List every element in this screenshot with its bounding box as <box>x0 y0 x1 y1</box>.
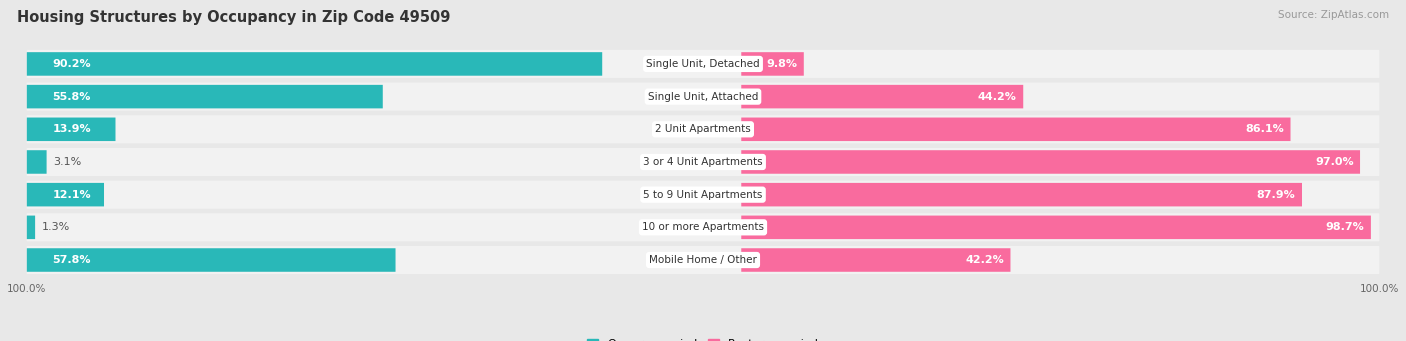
Text: 86.1%: 86.1% <box>1246 124 1284 134</box>
FancyBboxPatch shape <box>27 52 602 76</box>
FancyBboxPatch shape <box>27 216 35 239</box>
Text: 55.8%: 55.8% <box>52 92 91 102</box>
Text: 9.8%: 9.8% <box>766 59 797 69</box>
FancyBboxPatch shape <box>27 85 382 108</box>
FancyBboxPatch shape <box>741 118 1291 141</box>
Text: Mobile Home / Other: Mobile Home / Other <box>650 255 756 265</box>
FancyBboxPatch shape <box>741 52 804 76</box>
Legend: Owner-occupied, Renter-occupied: Owner-occupied, Renter-occupied <box>586 339 820 341</box>
Text: 12.1%: 12.1% <box>52 190 91 199</box>
Text: 44.2%: 44.2% <box>979 92 1017 102</box>
Text: Single Unit, Detached: Single Unit, Detached <box>647 59 759 69</box>
FancyBboxPatch shape <box>27 246 1379 274</box>
FancyBboxPatch shape <box>741 183 1302 206</box>
FancyBboxPatch shape <box>27 150 46 174</box>
FancyBboxPatch shape <box>27 248 395 272</box>
FancyBboxPatch shape <box>27 115 1379 143</box>
FancyBboxPatch shape <box>27 181 1379 209</box>
Text: 2 Unit Apartments: 2 Unit Apartments <box>655 124 751 134</box>
Text: Housing Structures by Occupancy in Zip Code 49509: Housing Structures by Occupancy in Zip C… <box>17 10 450 25</box>
FancyBboxPatch shape <box>741 85 1024 108</box>
FancyBboxPatch shape <box>741 248 1011 272</box>
FancyBboxPatch shape <box>741 150 1360 174</box>
Text: 98.7%: 98.7% <box>1326 222 1364 232</box>
Text: 5 to 9 Unit Apartments: 5 to 9 Unit Apartments <box>644 190 762 199</box>
Text: 10 or more Apartments: 10 or more Apartments <box>643 222 763 232</box>
FancyBboxPatch shape <box>27 50 1379 78</box>
Text: Single Unit, Attached: Single Unit, Attached <box>648 92 758 102</box>
FancyBboxPatch shape <box>27 148 1379 176</box>
Text: 87.9%: 87.9% <box>1257 190 1295 199</box>
Text: 42.2%: 42.2% <box>966 255 1004 265</box>
FancyBboxPatch shape <box>27 213 1379 241</box>
Text: 57.8%: 57.8% <box>52 255 91 265</box>
Text: 97.0%: 97.0% <box>1315 157 1354 167</box>
Text: Source: ZipAtlas.com: Source: ZipAtlas.com <box>1278 10 1389 20</box>
Text: 1.3%: 1.3% <box>42 222 70 232</box>
FancyBboxPatch shape <box>27 183 104 206</box>
Text: 3.1%: 3.1% <box>53 157 82 167</box>
Text: 3 or 4 Unit Apartments: 3 or 4 Unit Apartments <box>643 157 763 167</box>
Text: 90.2%: 90.2% <box>52 59 91 69</box>
FancyBboxPatch shape <box>27 118 115 141</box>
FancyBboxPatch shape <box>741 216 1371 239</box>
Text: 13.9%: 13.9% <box>52 124 91 134</box>
FancyBboxPatch shape <box>27 83 1379 111</box>
